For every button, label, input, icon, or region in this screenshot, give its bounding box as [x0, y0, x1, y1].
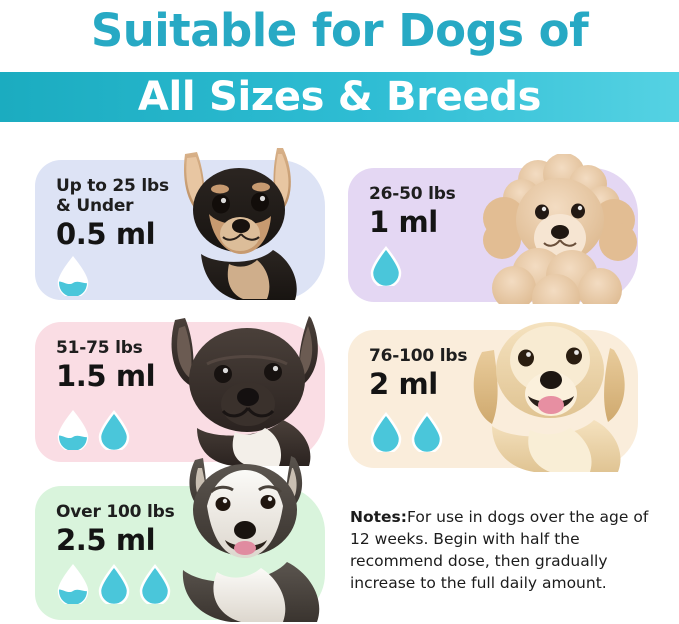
dog-photo-french-bulldog	[161, 304, 341, 466]
card-text-block: 51-75 lbs 1.5 ml	[56, 338, 156, 394]
dog-photo-alaskan-malamute	[155, 454, 345, 622]
droplet-icon-full	[370, 246, 402, 286]
dose-card-51-75: 51-75 lbs 1.5 ml	[35, 316, 325, 466]
droplet-icon-full	[370, 412, 402, 452]
card-text-block: Over 100 lbs 2.5 ml	[56, 502, 175, 558]
notes-label: Notes:	[350, 508, 407, 526]
notes-block: Notes:For use in dogs over the age of 12…	[350, 506, 652, 594]
notes-body: For use in dogs over the age of 12 weeks…	[350, 508, 649, 592]
poodle-illustration	[483, 154, 637, 304]
dose-droplets	[56, 564, 172, 604]
dose-card-up-to-25: Up to 25 lbs & Under 0.5 ml	[35, 148, 325, 300]
weight-range-label: 51-75 lbs	[56, 338, 143, 358]
dog-photo-chihuahua	[163, 142, 333, 302]
droplet-icon-full	[139, 564, 171, 604]
french-bulldog-illustration	[171, 316, 318, 466]
dose-amount-label: 1 ml	[369, 205, 438, 240]
dose-card-over-100: Over 100 lbs 2.5 ml	[35, 456, 325, 622]
droplet-icon-full	[411, 412, 443, 452]
dose-droplets	[56, 256, 90, 296]
dog-photo-poodle	[468, 154, 646, 304]
dog-photo-golden-retriever	[458, 308, 648, 472]
dose-droplets	[369, 246, 403, 286]
droplet-icon-half	[57, 410, 89, 450]
card-text-block: 76-100 lbs 2 ml	[369, 346, 467, 401]
droplet-icon-half	[57, 564, 89, 604]
droplet-icon-full	[98, 564, 130, 604]
weight-range-label: Over 100 lbs	[56, 502, 175, 522]
card-text-block: 26-50 lbs 1 ml	[369, 184, 456, 239]
golden-retriever-illustration	[473, 322, 625, 472]
dose-card-26-50: 26-50 lbs 1 ml	[348, 154, 638, 304]
droplet-icon-half	[57, 256, 89, 296]
droplet-icon-full	[98, 410, 130, 450]
dose-amount-label: 2.5 ml	[56, 523, 156, 558]
weight-range-label: Up to 25 lbs & Under	[56, 176, 169, 217]
dose-amount-label: 0.5 ml	[56, 217, 156, 252]
card-text-block: Up to 25 lbs & Under 0.5 ml	[56, 176, 169, 251]
subtitle-banner: All Sizes & Breeds	[0, 72, 679, 122]
dose-amount-label: 2 ml	[369, 367, 438, 402]
dose-card-76-100: 76-100 lbs 2 ml	[348, 322, 638, 472]
weight-range-label: 26-50 lbs	[369, 184, 456, 204]
dose-droplets	[369, 412, 444, 452]
weight-range-label: 76-100 lbs	[369, 346, 468, 366]
chihuahua-illustration	[183, 148, 297, 300]
alaskan-malamute-illustration	[182, 456, 320, 622]
page-title: Suitable for Dogs of	[90, 4, 589, 57]
dose-amount-label: 1.5 ml	[56, 359, 156, 394]
dose-droplets	[56, 410, 131, 450]
subtitle-text: All Sizes & Breeds	[137, 74, 542, 120]
